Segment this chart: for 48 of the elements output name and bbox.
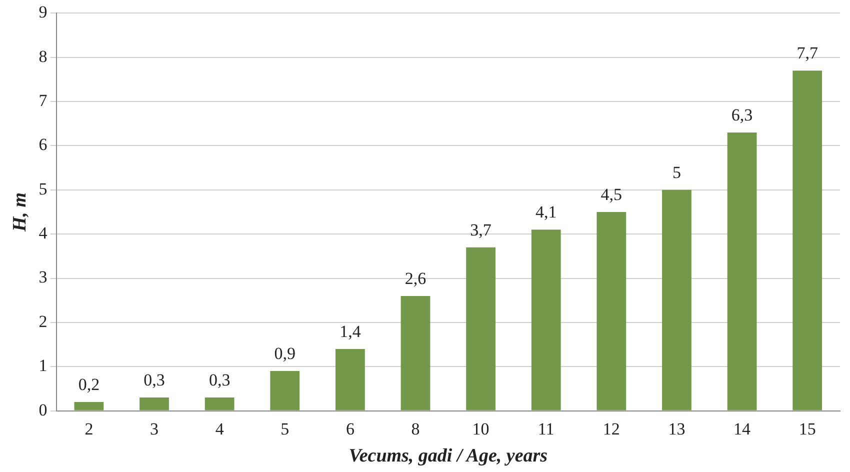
data-label: 1,4 xyxy=(340,322,362,341)
bar xyxy=(727,132,757,410)
bar xyxy=(74,402,104,410)
bar xyxy=(140,398,169,410)
bar xyxy=(204,398,234,410)
x-tick-label: 14 xyxy=(734,419,752,438)
data-label: 2,6 xyxy=(404,268,426,288)
bar xyxy=(335,348,365,410)
bar xyxy=(596,212,626,410)
x-tick-label: 10 xyxy=(472,419,490,438)
data-label: 4,5 xyxy=(600,184,622,204)
data-label: 4,1 xyxy=(535,202,557,222)
bar xyxy=(531,230,561,410)
x-tick-label: 13 xyxy=(668,419,686,438)
data-label: 0,9 xyxy=(274,344,296,364)
x-tick-label: 8 xyxy=(411,419,420,438)
bar xyxy=(400,296,430,410)
bar xyxy=(662,190,692,410)
y-tick-label: 2 xyxy=(38,312,48,331)
y-axis-title: H, m xyxy=(9,192,30,233)
bar xyxy=(792,70,822,410)
x-tick-label: 4 xyxy=(215,419,224,438)
y-tick-label: 1 xyxy=(38,356,48,376)
y-tick-label: 9 xyxy=(38,2,48,22)
y-tick-label: 5 xyxy=(38,179,48,198)
y-tick-label: 7 xyxy=(38,91,48,110)
x-axis-title: Vecums, gadi / Age, years xyxy=(348,446,548,467)
y-tick-label: 4 xyxy=(38,224,48,243)
data-label: 0,3 xyxy=(208,370,230,390)
y-tick-label: 8 xyxy=(38,46,48,66)
data-label: 0,3 xyxy=(144,370,165,390)
x-tick-label: 15 xyxy=(798,419,816,438)
x-tick-label: 2 xyxy=(84,419,94,438)
y-tick-label: 3 xyxy=(38,268,48,287)
data-label: 3,7 xyxy=(470,220,492,240)
data-label: 5 xyxy=(672,162,681,182)
x-tick-label: 6 xyxy=(346,419,354,438)
data-label: 7,7 xyxy=(796,44,818,63)
x-tick-label: 11 xyxy=(538,419,554,438)
x-tick-label: 5 xyxy=(280,419,290,438)
bar xyxy=(466,247,496,410)
x-tick-label: 12 xyxy=(602,419,620,438)
data-label: 0,2 xyxy=(78,374,100,394)
x-tick-label: 3 xyxy=(150,419,159,438)
y-tick-label: 6 xyxy=(38,135,48,154)
y-tick-label: 0 xyxy=(38,400,48,420)
bar xyxy=(270,371,300,410)
data-label: 6,3 xyxy=(731,105,753,124)
